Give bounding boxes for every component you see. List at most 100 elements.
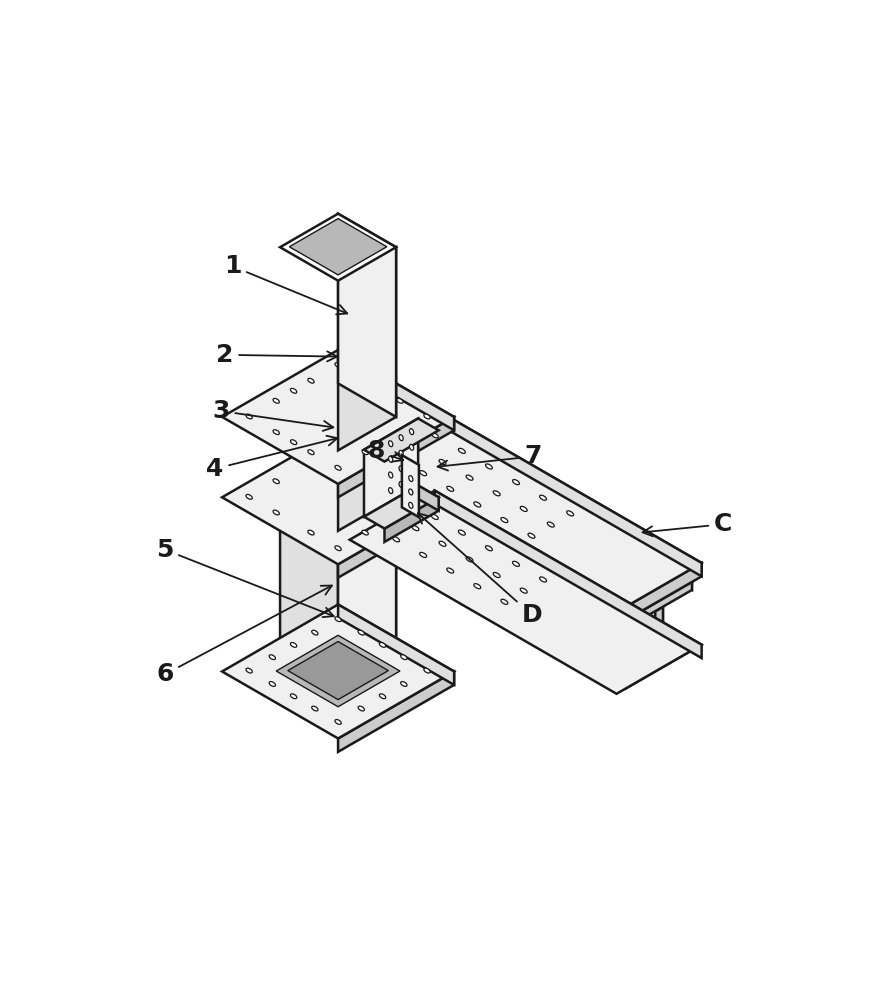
- Ellipse shape: [419, 471, 426, 476]
- Ellipse shape: [466, 557, 473, 562]
- Ellipse shape: [512, 480, 519, 485]
- Ellipse shape: [379, 440, 385, 445]
- Polygon shape: [349, 491, 700, 694]
- Ellipse shape: [335, 465, 341, 470]
- Ellipse shape: [388, 456, 392, 462]
- Ellipse shape: [273, 479, 279, 484]
- Polygon shape: [434, 491, 700, 658]
- Ellipse shape: [423, 668, 429, 673]
- Ellipse shape: [362, 450, 368, 455]
- Ellipse shape: [358, 706, 364, 711]
- Ellipse shape: [246, 494, 252, 499]
- Polygon shape: [338, 397, 395, 497]
- Ellipse shape: [458, 530, 465, 535]
- Polygon shape: [288, 642, 388, 700]
- Ellipse shape: [362, 459, 368, 464]
- Ellipse shape: [447, 568, 454, 573]
- Ellipse shape: [419, 552, 426, 557]
- Ellipse shape: [474, 502, 481, 507]
- Ellipse shape: [439, 459, 446, 465]
- Polygon shape: [616, 563, 700, 625]
- Ellipse shape: [539, 577, 546, 582]
- Ellipse shape: [399, 435, 402, 441]
- Text: 8: 8: [368, 439, 402, 463]
- Polygon shape: [338, 497, 454, 578]
- Ellipse shape: [408, 476, 413, 482]
- Ellipse shape: [388, 488, 392, 494]
- Ellipse shape: [273, 430, 279, 435]
- Ellipse shape: [401, 655, 407, 660]
- Ellipse shape: [308, 450, 314, 455]
- Text: 7: 7: [437, 444, 541, 471]
- Ellipse shape: [273, 510, 279, 515]
- Ellipse shape: [512, 561, 519, 566]
- Polygon shape: [338, 604, 454, 685]
- Text: 6: 6: [156, 586, 332, 686]
- Ellipse shape: [379, 694, 385, 699]
- Ellipse shape: [308, 459, 314, 464]
- Ellipse shape: [409, 429, 413, 435]
- Polygon shape: [388, 505, 691, 680]
- Ellipse shape: [290, 642, 296, 647]
- Polygon shape: [289, 219, 387, 275]
- Ellipse shape: [392, 455, 399, 460]
- Ellipse shape: [358, 630, 364, 635]
- Ellipse shape: [388, 472, 392, 478]
- Ellipse shape: [401, 682, 407, 686]
- Polygon shape: [338, 430, 454, 511]
- Ellipse shape: [539, 495, 546, 500]
- Ellipse shape: [392, 537, 399, 542]
- Ellipse shape: [362, 378, 368, 383]
- Ellipse shape: [566, 511, 573, 516]
- Ellipse shape: [501, 599, 507, 604]
- Ellipse shape: [290, 694, 296, 699]
- Text: 5: 5: [156, 538, 333, 617]
- Polygon shape: [434, 409, 700, 576]
- Polygon shape: [654, 599, 662, 611]
- Polygon shape: [401, 455, 419, 517]
- Ellipse shape: [493, 572, 500, 578]
- Polygon shape: [654, 607, 662, 663]
- Ellipse shape: [412, 444, 418, 449]
- Ellipse shape: [308, 378, 314, 383]
- Ellipse shape: [412, 526, 418, 531]
- Ellipse shape: [335, 546, 341, 551]
- Polygon shape: [338, 671, 454, 752]
- Ellipse shape: [335, 720, 341, 724]
- Polygon shape: [363, 485, 438, 529]
- Polygon shape: [275, 635, 400, 707]
- Ellipse shape: [308, 530, 314, 535]
- Ellipse shape: [409, 444, 413, 450]
- Ellipse shape: [311, 706, 318, 711]
- Ellipse shape: [408, 502, 413, 508]
- Ellipse shape: [527, 533, 534, 538]
- Polygon shape: [338, 350, 454, 430]
- Polygon shape: [425, 469, 662, 659]
- Ellipse shape: [485, 464, 492, 469]
- Ellipse shape: [493, 491, 500, 496]
- Polygon shape: [418, 485, 438, 511]
- Ellipse shape: [431, 514, 438, 519]
- Ellipse shape: [547, 522, 554, 527]
- Ellipse shape: [431, 433, 438, 438]
- Ellipse shape: [269, 682, 275, 686]
- Ellipse shape: [458, 448, 465, 453]
- Polygon shape: [626, 582, 691, 628]
- Polygon shape: [222, 350, 454, 484]
- Ellipse shape: [399, 466, 402, 472]
- Text: 2: 2: [216, 343, 337, 367]
- Polygon shape: [363, 418, 418, 517]
- Polygon shape: [626, 642, 691, 688]
- Polygon shape: [454, 445, 691, 590]
- Ellipse shape: [273, 398, 279, 403]
- Ellipse shape: [335, 617, 341, 622]
- Ellipse shape: [396, 510, 402, 515]
- Polygon shape: [338, 214, 395, 417]
- Ellipse shape: [269, 655, 275, 660]
- Ellipse shape: [520, 588, 527, 593]
- Polygon shape: [349, 409, 700, 612]
- Ellipse shape: [396, 430, 402, 435]
- Polygon shape: [338, 430, 395, 531]
- Polygon shape: [384, 497, 438, 542]
- Polygon shape: [280, 214, 395, 281]
